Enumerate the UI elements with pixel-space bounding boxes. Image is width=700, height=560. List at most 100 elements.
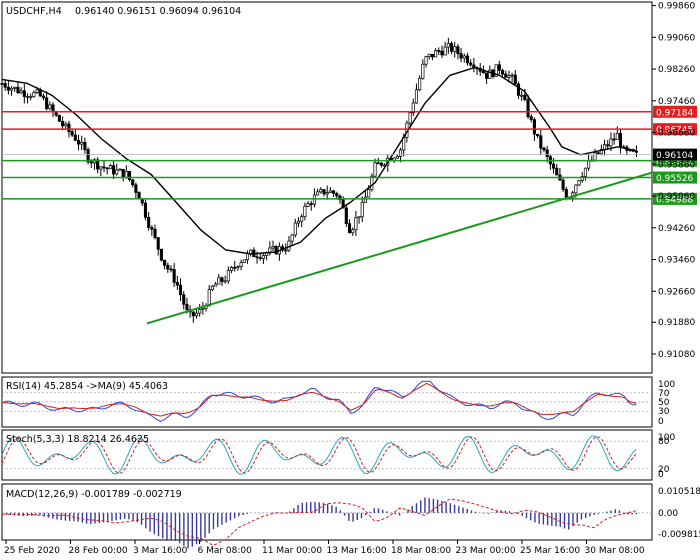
macd-tick-label: 0.00 bbox=[658, 509, 678, 519]
candle bbox=[22, 84, 26, 104]
candle bbox=[360, 196, 364, 223]
time-tick-label: 25 Feb 2020 bbox=[4, 546, 60, 556]
candle bbox=[539, 129, 543, 156]
time-tick-label: 28 Feb 00:00 bbox=[69, 546, 128, 556]
candle bbox=[414, 83, 419, 104]
candle bbox=[220, 276, 224, 287]
candle bbox=[112, 160, 116, 179]
candle bbox=[555, 163, 559, 176]
support-trendline bbox=[146, 171, 653, 325]
time-tick-label: 23 Mar 00:00 bbox=[456, 546, 516, 556]
time-tick-label: 30 Mar 08:00 bbox=[585, 546, 645, 556]
candle bbox=[10, 86, 14, 96]
candle bbox=[19, 87, 23, 95]
time-tick-label: 13 Mar 16:00 bbox=[327, 546, 387, 556]
rsi-ma-line bbox=[1, 382, 637, 417]
candle bbox=[198, 304, 202, 317]
stoch-label: Stoch(5,3,3) 18.8214 26.4625 bbox=[6, 434, 149, 445]
candle bbox=[48, 101, 52, 111]
candle bbox=[526, 94, 530, 119]
candle bbox=[229, 266, 234, 274]
candle bbox=[172, 263, 176, 288]
candle bbox=[293, 218, 297, 238]
candle bbox=[3, 80, 7, 91]
candle bbox=[61, 116, 65, 131]
level-label: 0.96745 bbox=[656, 126, 693, 136]
macd-label: MACD(12,26,9) -0.001789 -0.002719 bbox=[6, 489, 182, 500]
candle bbox=[153, 224, 157, 240]
candle bbox=[316, 188, 320, 196]
time-tick-label: 3 Mar 16:00 bbox=[133, 546, 188, 556]
indicator-tick-label: 80 bbox=[658, 437, 670, 447]
candle bbox=[529, 114, 533, 123]
candle bbox=[80, 135, 84, 151]
indicator-tick-label: 50 bbox=[658, 398, 670, 408]
candle bbox=[300, 213, 304, 228]
moving-average-line bbox=[1, 66, 637, 255]
time-tick-label: 11 Mar 00:00 bbox=[262, 546, 322, 556]
macd-signal-line bbox=[2, 498, 637, 547]
candle bbox=[76, 134, 81, 151]
candle bbox=[137, 191, 141, 200]
level-tag bbox=[653, 171, 697, 184]
candle bbox=[261, 253, 265, 264]
price-tick-label: 0.93460 bbox=[658, 256, 695, 266]
candle bbox=[319, 187, 323, 194]
candle bbox=[13, 86, 17, 92]
candle bbox=[504, 70, 508, 78]
candle bbox=[411, 98, 415, 116]
candle bbox=[434, 48, 438, 58]
price-tick-label: 0.92660 bbox=[658, 287, 695, 297]
candle bbox=[169, 265, 173, 273]
candle bbox=[427, 53, 431, 60]
candle bbox=[159, 248, 163, 262]
level-label: 0.97184 bbox=[656, 108, 693, 118]
candle bbox=[418, 75, 422, 92]
candle bbox=[437, 47, 441, 56]
candle bbox=[465, 52, 470, 66]
candle bbox=[325, 185, 329, 200]
candle bbox=[516, 81, 521, 99]
price-tick-label: 0.99060 bbox=[658, 33, 695, 43]
price-tick-label: 0.96660 bbox=[658, 129, 695, 139]
candle bbox=[469, 59, 473, 67]
candle bbox=[166, 262, 170, 273]
level-tag bbox=[653, 105, 697, 118]
candle bbox=[233, 260, 237, 272]
candle bbox=[453, 41, 457, 58]
candle bbox=[459, 47, 463, 63]
candle bbox=[118, 168, 122, 171]
candle bbox=[217, 274, 221, 285]
stoch-panel-frame bbox=[1, 429, 653, 481]
stoch-main-line bbox=[1, 435, 637, 475]
candle bbox=[561, 176, 565, 193]
candle bbox=[351, 227, 355, 236]
candle bbox=[306, 200, 310, 207]
candle bbox=[373, 158, 377, 178]
candle bbox=[105, 167, 109, 175]
candle bbox=[194, 308, 199, 319]
price-tick-label: 0.94260 bbox=[658, 224, 695, 234]
indicator-tick-label: 100 bbox=[658, 433, 675, 443]
candle bbox=[127, 170, 132, 182]
candle bbox=[290, 234, 294, 247]
candle bbox=[347, 219, 352, 234]
candle bbox=[481, 65, 485, 74]
candle bbox=[134, 182, 138, 199]
candle bbox=[507, 70, 511, 83]
candle bbox=[57, 114, 61, 122]
candle bbox=[354, 210, 358, 236]
current-price-label: 0.96104 bbox=[656, 151, 693, 161]
price-tick-label: 0.99860 bbox=[658, 2, 695, 12]
candle bbox=[226, 266, 230, 284]
ohlc-label: 0.96140 0.96151 0.96094 0.96104 bbox=[75, 6, 241, 17]
candle bbox=[150, 225, 154, 236]
indicator-tick-label: 0 bbox=[658, 417, 664, 427]
candle bbox=[449, 41, 454, 55]
candle bbox=[497, 60, 501, 75]
candle bbox=[536, 133, 540, 139]
price-tick-label: 0.91880 bbox=[658, 318, 695, 328]
level-tag bbox=[653, 123, 697, 136]
candle bbox=[41, 93, 45, 101]
